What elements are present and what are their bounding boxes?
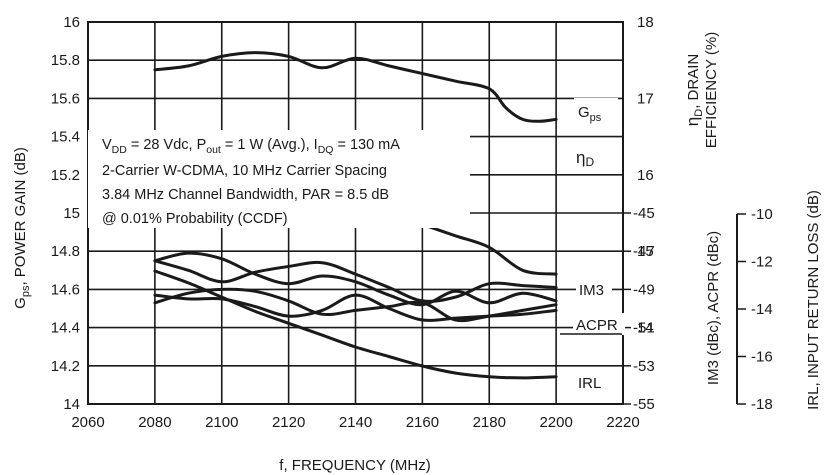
- eta-label-bg: [574, 146, 608, 170]
- x-tick-label: 2180: [473, 414, 506, 431]
- im3-curve-label: IM3: [579, 282, 604, 299]
- annotation-line-4: @ 0.01% Probability (CCDF): [102, 211, 288, 227]
- x-tick-label: 2140: [339, 414, 372, 431]
- im3-acpr-tick-label: -45: [633, 205, 655, 222]
- series-line-acpr: [153, 287, 558, 323]
- left-tick-label: 15.6: [51, 90, 80, 107]
- annotation-line-3: 3.84 MHz Channel Bandwidth, PAR = 8.5 dB: [102, 187, 389, 203]
- series-line-im3: [153, 251, 558, 307]
- x-tick-label: 2120: [272, 414, 305, 431]
- right-lower-axis-title: IM3 (dBc), ACPR (dBc): [705, 231, 722, 385]
- efficiency-tick-label: 14: [637, 320, 654, 337]
- left-tick-label: 14.6: [51, 281, 80, 298]
- annotation-background: [88, 130, 470, 228]
- series-line-gps: [153, 51, 558, 123]
- series-line-irl: [153, 269, 558, 380]
- x-tick-label: 2100: [205, 414, 238, 431]
- im3-label-bg: [576, 278, 612, 300]
- irl-curve-label: IRL: [578, 375, 601, 392]
- im3-acpr-tick-label: -47: [633, 243, 655, 260]
- efficiency-tick-label: 15: [637, 243, 654, 260]
- irl-tick-label: -12: [751, 254, 773, 271]
- left-tick-label: 14.4: [51, 320, 80, 337]
- im3-acpr-tick-label: -49: [633, 281, 655, 298]
- eta-curve-label: ηD: [576, 148, 594, 169]
- right-upper-axis-title-line-1: ηD, DRAIN: [683, 54, 705, 126]
- x-tick-label: 2060: [71, 414, 104, 431]
- annotation-line-1: VDD = 28 Vdc, Pout = 1 W (Avg.), IDQ = 1…: [102, 137, 400, 156]
- x-tick-label: 2200: [539, 414, 572, 431]
- x-tick-label: 2160: [406, 414, 439, 431]
- acpr-curve-label: ACPR: [576, 317, 618, 334]
- acpr-label-bg: [573, 313, 625, 335]
- left-tick-label: 14.2: [51, 358, 80, 375]
- irl-tick-label: -18: [751, 396, 773, 413]
- irl-tick-label: -10: [751, 206, 773, 223]
- gps-curve-label: Gps: [578, 104, 602, 124]
- series-line-im3: [153, 259, 558, 303]
- left-tick-label: 15.2: [51, 167, 80, 184]
- x-tick-label: 2220: [606, 414, 639, 431]
- left-tick-label: 15.8: [51, 52, 80, 69]
- x-axis-title: f, FREQUENCY (MHz): [279, 457, 430, 474]
- left-tick-label: 14.8: [51, 243, 80, 260]
- left-axis-title: Gps, POWER GAIN (dB): [12, 147, 32, 309]
- gps-label-bg: [574, 98, 618, 124]
- irl-tick-label: -14: [751, 301, 773, 318]
- efficiency-tick-label: 17: [637, 90, 654, 107]
- im3-acpr-tick-label: -53: [633, 358, 655, 375]
- left-tick-label: 15.4: [51, 129, 80, 146]
- far-right-axis-title: IRL, INPUT RETURN LOSS (dB): [805, 190, 822, 410]
- annotation-line-2: 2-Carrier W-CDMA, 10 MHz Carrier Spacing: [102, 163, 387, 179]
- curve-labels: Gps ηD IM3 ACPR IRL: [560, 98, 625, 392]
- im3-acpr-tick-label: -55: [633, 396, 655, 413]
- tick-labels: 2060 2080 2100 2120 2140 2160 2180 2200 2220 14 14…: [51, 14, 773, 431]
- left-tick-label: 16: [63, 14, 80, 31]
- x-tick-label: 2080: [138, 414, 171, 431]
- im3-acpr-tick-label: -51: [633, 320, 655, 337]
- efficiency-tick-label: 18: [637, 14, 654, 31]
- tick-marks: [623, 212, 746, 405]
- efficiency-tick-label: 16: [637, 167, 654, 184]
- irl-tick-label: -16: [751, 349, 773, 366]
- right-upper-axis-title-line-2: EFFICIENCY (%): [703, 32, 720, 148]
- left-tick-label: 15: [63, 205, 80, 222]
- conditions-annotation: VDD = 28 Vdc, Pout = 1 W (Avg.), IDQ = 1…: [88, 130, 470, 228]
- left-tick-label: 14: [63, 396, 80, 413]
